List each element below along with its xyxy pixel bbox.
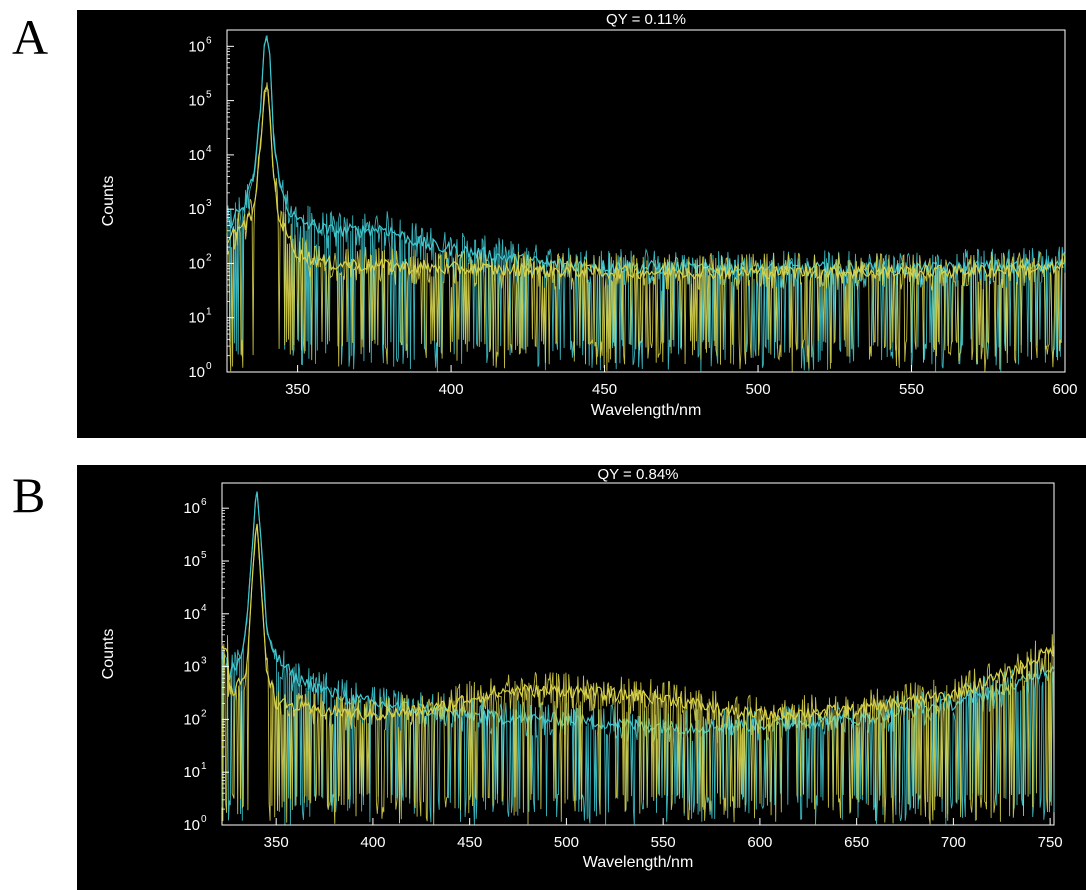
y-tick-label: 10 — [188, 38, 205, 55]
y-tick-exponent: 2 — [201, 708, 207, 719]
y-tick-label: 10 — [183, 606, 200, 623]
series-line — [226, 35, 1064, 277]
y-axis-label: Counts — [100, 176, 117, 227]
y-tick-exponent: 4 — [201, 603, 207, 614]
x-axis-label: Wavelength/nm — [583, 854, 694, 871]
series-noise-trace — [226, 35, 1066, 372]
x-tick-label: 350 — [285, 381, 310, 398]
y-tick-exponent: 0 — [201, 814, 207, 825]
y-tick-label: 10 — [188, 364, 205, 381]
y-tick-label: 10 — [183, 553, 200, 570]
x-tick-label: 350 — [264, 834, 289, 851]
y-tick-label: 10 — [188, 147, 205, 164]
y-tick-label: 10 — [188, 255, 205, 272]
chart-title: QY = 0.11% — [606, 11, 686, 28]
y-tick-exponent: 5 — [206, 90, 212, 101]
y-tick-exponent: 3 — [201, 656, 207, 667]
y-tick-label: 10 — [188, 201, 205, 218]
x-axis-label: Wavelength/nm — [591, 402, 702, 419]
chart-title: QY = 0.84% — [597, 466, 678, 483]
x-tick-label: 650 — [844, 834, 869, 851]
x-tick-label: 750 — [1038, 834, 1063, 851]
y-axis-label: Counts — [100, 629, 117, 680]
plot-frame — [226, 29, 1066, 373]
y-tick-exponent: 3 — [206, 198, 212, 209]
x-tick-label: 450 — [592, 381, 617, 398]
y-tick-exponent: 6 — [206, 35, 212, 46]
panel-label-a: A — [12, 9, 49, 65]
series-line — [226, 86, 1064, 281]
y-tick-label: 10 — [183, 500, 200, 517]
y-tick-exponent: 0 — [206, 361, 212, 372]
x-tick-label: 400 — [360, 834, 385, 851]
spectrum-panel-b: 350 400 450 500 550 600 650 700 750 10 0 10 1 10 2 10 3 1… — [77, 465, 1086, 890]
y-tick-exponent: 6 — [201, 497, 207, 508]
y-tick-label: 10 — [183, 764, 200, 781]
x-tick-label: 450 — [457, 834, 482, 851]
x-tick-label: 700 — [941, 834, 966, 851]
x-tick-label: 500 — [746, 381, 771, 398]
x-tick-label: 550 — [899, 381, 924, 398]
y-tick-exponent: 1 — [206, 307, 212, 318]
x-tick-label: 550 — [651, 834, 676, 851]
y-tick-exponent: 1 — [201, 761, 207, 772]
series-noise-trace — [226, 82, 1066, 372]
spectrum-panel-a: 350 400 450 500 550 600 10 0 10 1 10 2 10 3 10 4 10 5 10 6 Q… — [77, 10, 1086, 438]
y-tick-label: 10 — [188, 93, 205, 110]
panel-label-b: B — [12, 467, 46, 523]
y-tick-label: 10 — [183, 659, 200, 676]
y-tick-exponent: 4 — [206, 144, 212, 155]
series-noise-trace — [221, 528, 1055, 825]
x-tick-label: 600 — [747, 834, 772, 851]
x-tick-label: 500 — [554, 834, 579, 851]
y-tick-label: 10 — [183, 711, 200, 728]
series-line — [221, 523, 1055, 722]
y-tick-label: 10 — [183, 817, 200, 834]
y-tick-exponent: 2 — [206, 252, 212, 263]
x-tick-label: 600 — [1052, 381, 1077, 398]
x-tick-label: 400 — [439, 381, 464, 398]
y-tick-label: 10 — [188, 310, 205, 327]
plot-frame — [221, 482, 1055, 826]
y-tick-exponent: 5 — [201, 550, 207, 561]
